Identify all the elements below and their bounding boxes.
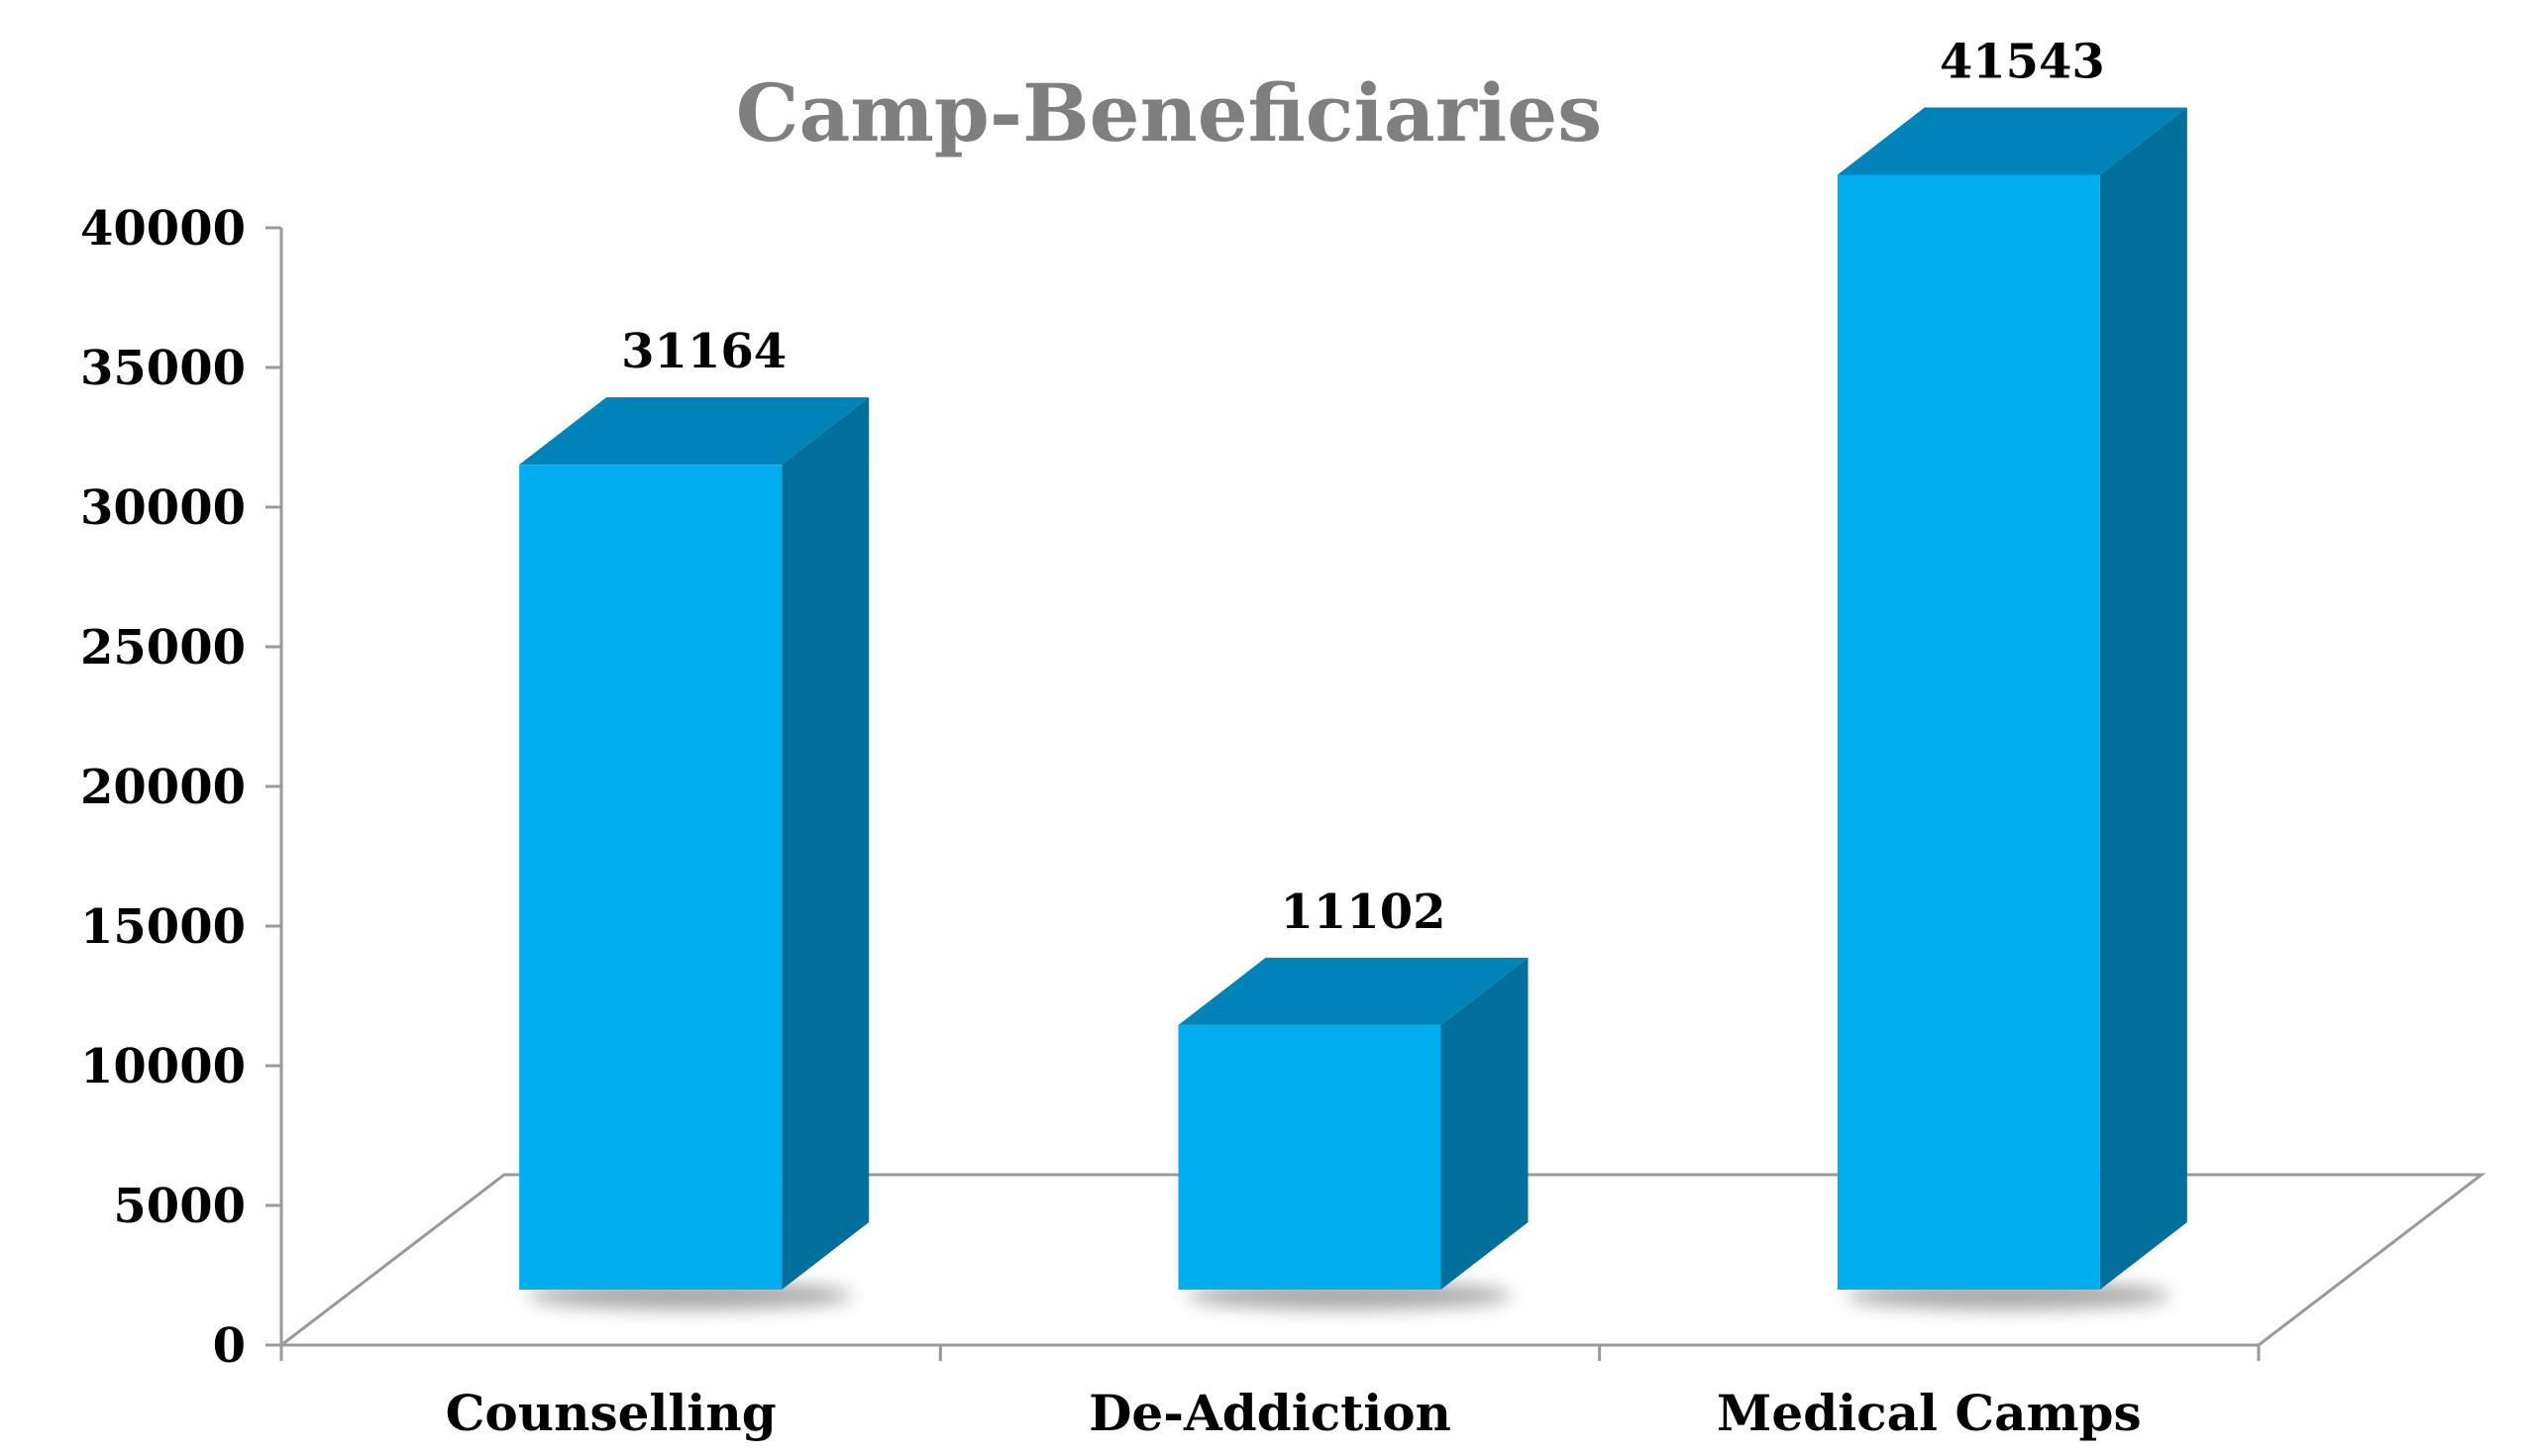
data-label: 31164 xyxy=(621,324,787,379)
y-tick-label: 40000 xyxy=(80,201,246,257)
bar-side-face xyxy=(1440,957,1529,1290)
data-label: 41543 xyxy=(1940,34,2105,89)
y-tick-label: 10000 xyxy=(80,1039,246,1094)
bar-side-face xyxy=(2099,107,2187,1290)
bar-front-face xyxy=(519,465,783,1291)
bar-front-face xyxy=(1837,174,2100,1290)
bar-front-face xyxy=(1178,1024,1441,1290)
data-labels: 31164 11102 41543 xyxy=(621,34,2105,939)
y-tick-label: 35000 xyxy=(80,341,246,396)
bar-side-face xyxy=(782,397,870,1291)
y-tick-label: 0 xyxy=(213,1318,246,1374)
bar-counselling xyxy=(519,397,870,1309)
x-tick-label: Medical Camps xyxy=(1717,1384,2142,1442)
bar-medical-camps xyxy=(1837,107,2187,1309)
y-tick-label: 5000 xyxy=(113,1179,246,1234)
bar-top-face xyxy=(1837,107,2187,175)
bar-de-addiction xyxy=(1178,957,1529,1309)
y-tick-label: 20000 xyxy=(80,760,246,815)
bar-top-face xyxy=(519,397,870,466)
y-tick-label: 25000 xyxy=(80,620,246,676)
y-tick-label: 15000 xyxy=(80,899,246,955)
x-axis-labels: Counselling De-Addiction Medical Camps xyxy=(279,1345,2261,1442)
x-tick-label: De-Addiction xyxy=(1089,1384,1451,1442)
bar-top-face xyxy=(1178,957,1529,1025)
data-label: 11102 xyxy=(1281,884,1446,940)
bars xyxy=(519,107,2187,1309)
y-axis-ticks: 0 5000 10000 15000 20000 25000 30000 35000 40000 xyxy=(80,201,281,1374)
x-tick-label: Counselling xyxy=(446,1384,777,1442)
chart-title: Camp-Beneficiaries xyxy=(736,66,1602,159)
y-tick-label: 30000 xyxy=(80,480,246,536)
